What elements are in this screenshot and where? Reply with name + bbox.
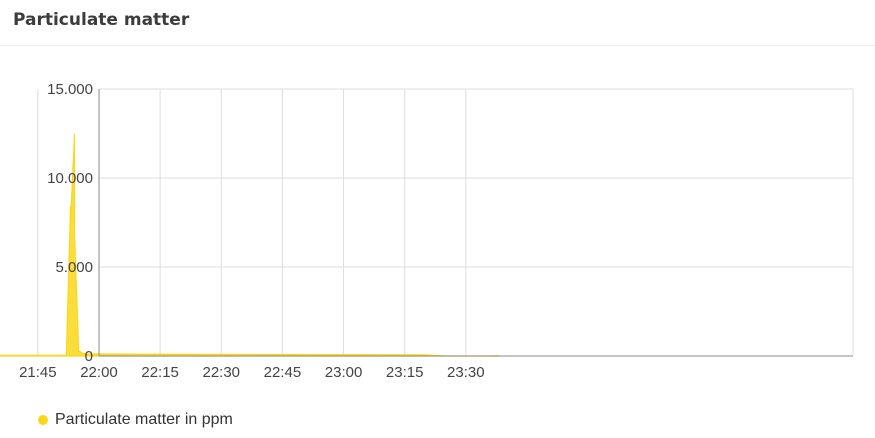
y-tick-label: 0 (85, 348, 93, 365)
x-tick-label: 21:45 (19, 364, 57, 381)
card-header: Particulate matter (0, 0, 875, 46)
legend[interactable]: Particulate matter in ppm (38, 411, 233, 429)
y-tick-label: 5.000 (55, 259, 93, 276)
axis-layer (98, 89, 853, 357)
x-tick-label: 22:30 (202, 364, 240, 381)
x-tick-label: 22:15 (141, 364, 179, 381)
x-tick-label: 22:45 (264, 364, 302, 381)
x-tick-label: 22:00 (80, 364, 118, 381)
card-title: Particulate matter (13, 10, 190, 30)
grid-layer (37, 88, 854, 356)
tick-labels: 05.00010.00015.00021:1521:3021:4522:0022… (19, 81, 485, 381)
y-tick-label: 10.000 (47, 170, 93, 187)
x-tick-label: 23:30 (447, 364, 485, 381)
legend-swatch (38, 415, 48, 425)
legend-label[interactable]: Particulate matter in ppm (55, 411, 233, 428)
y-tick-label: 15.000 (47, 81, 93, 98)
series-layer (0, 133, 499, 357)
x-tick-label: 23:00 (325, 364, 363, 381)
x-tick-label: 23:15 (386, 364, 424, 381)
series-area-0[interactable] (0, 133, 499, 357)
